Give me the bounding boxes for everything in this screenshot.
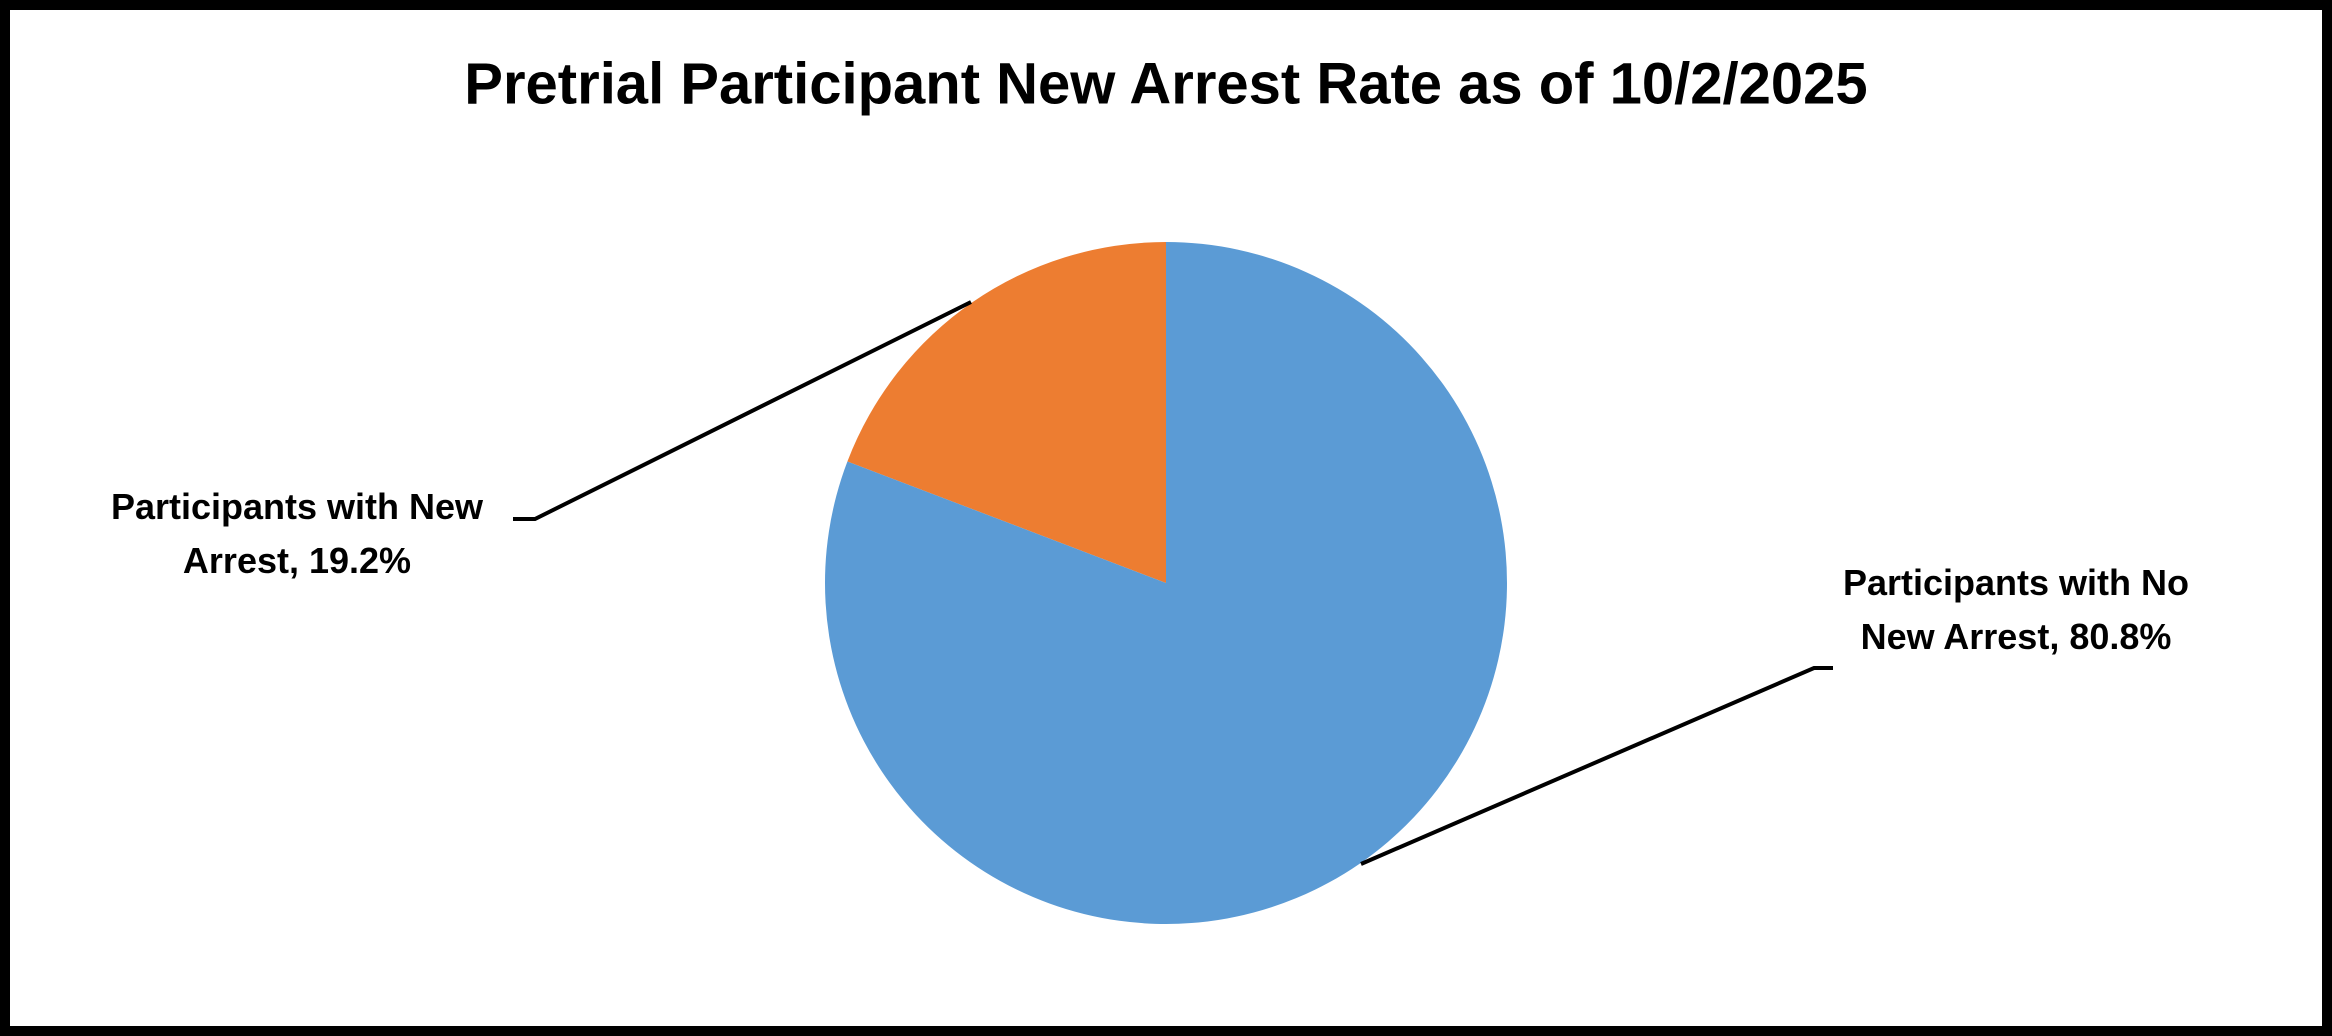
data-label: Participants with New Arrest, 19.2% xyxy=(110,486,484,581)
data-label: Participants with No New Arrest, 80.8% xyxy=(1842,562,2190,657)
leader-line xyxy=(1360,666,1833,866)
chart-title: Pretrial Participant New Arrest Rate as … xyxy=(464,51,1867,116)
pie-slice xyxy=(847,242,1166,583)
pie-slice xyxy=(825,242,1507,925)
leader-line xyxy=(513,300,972,521)
